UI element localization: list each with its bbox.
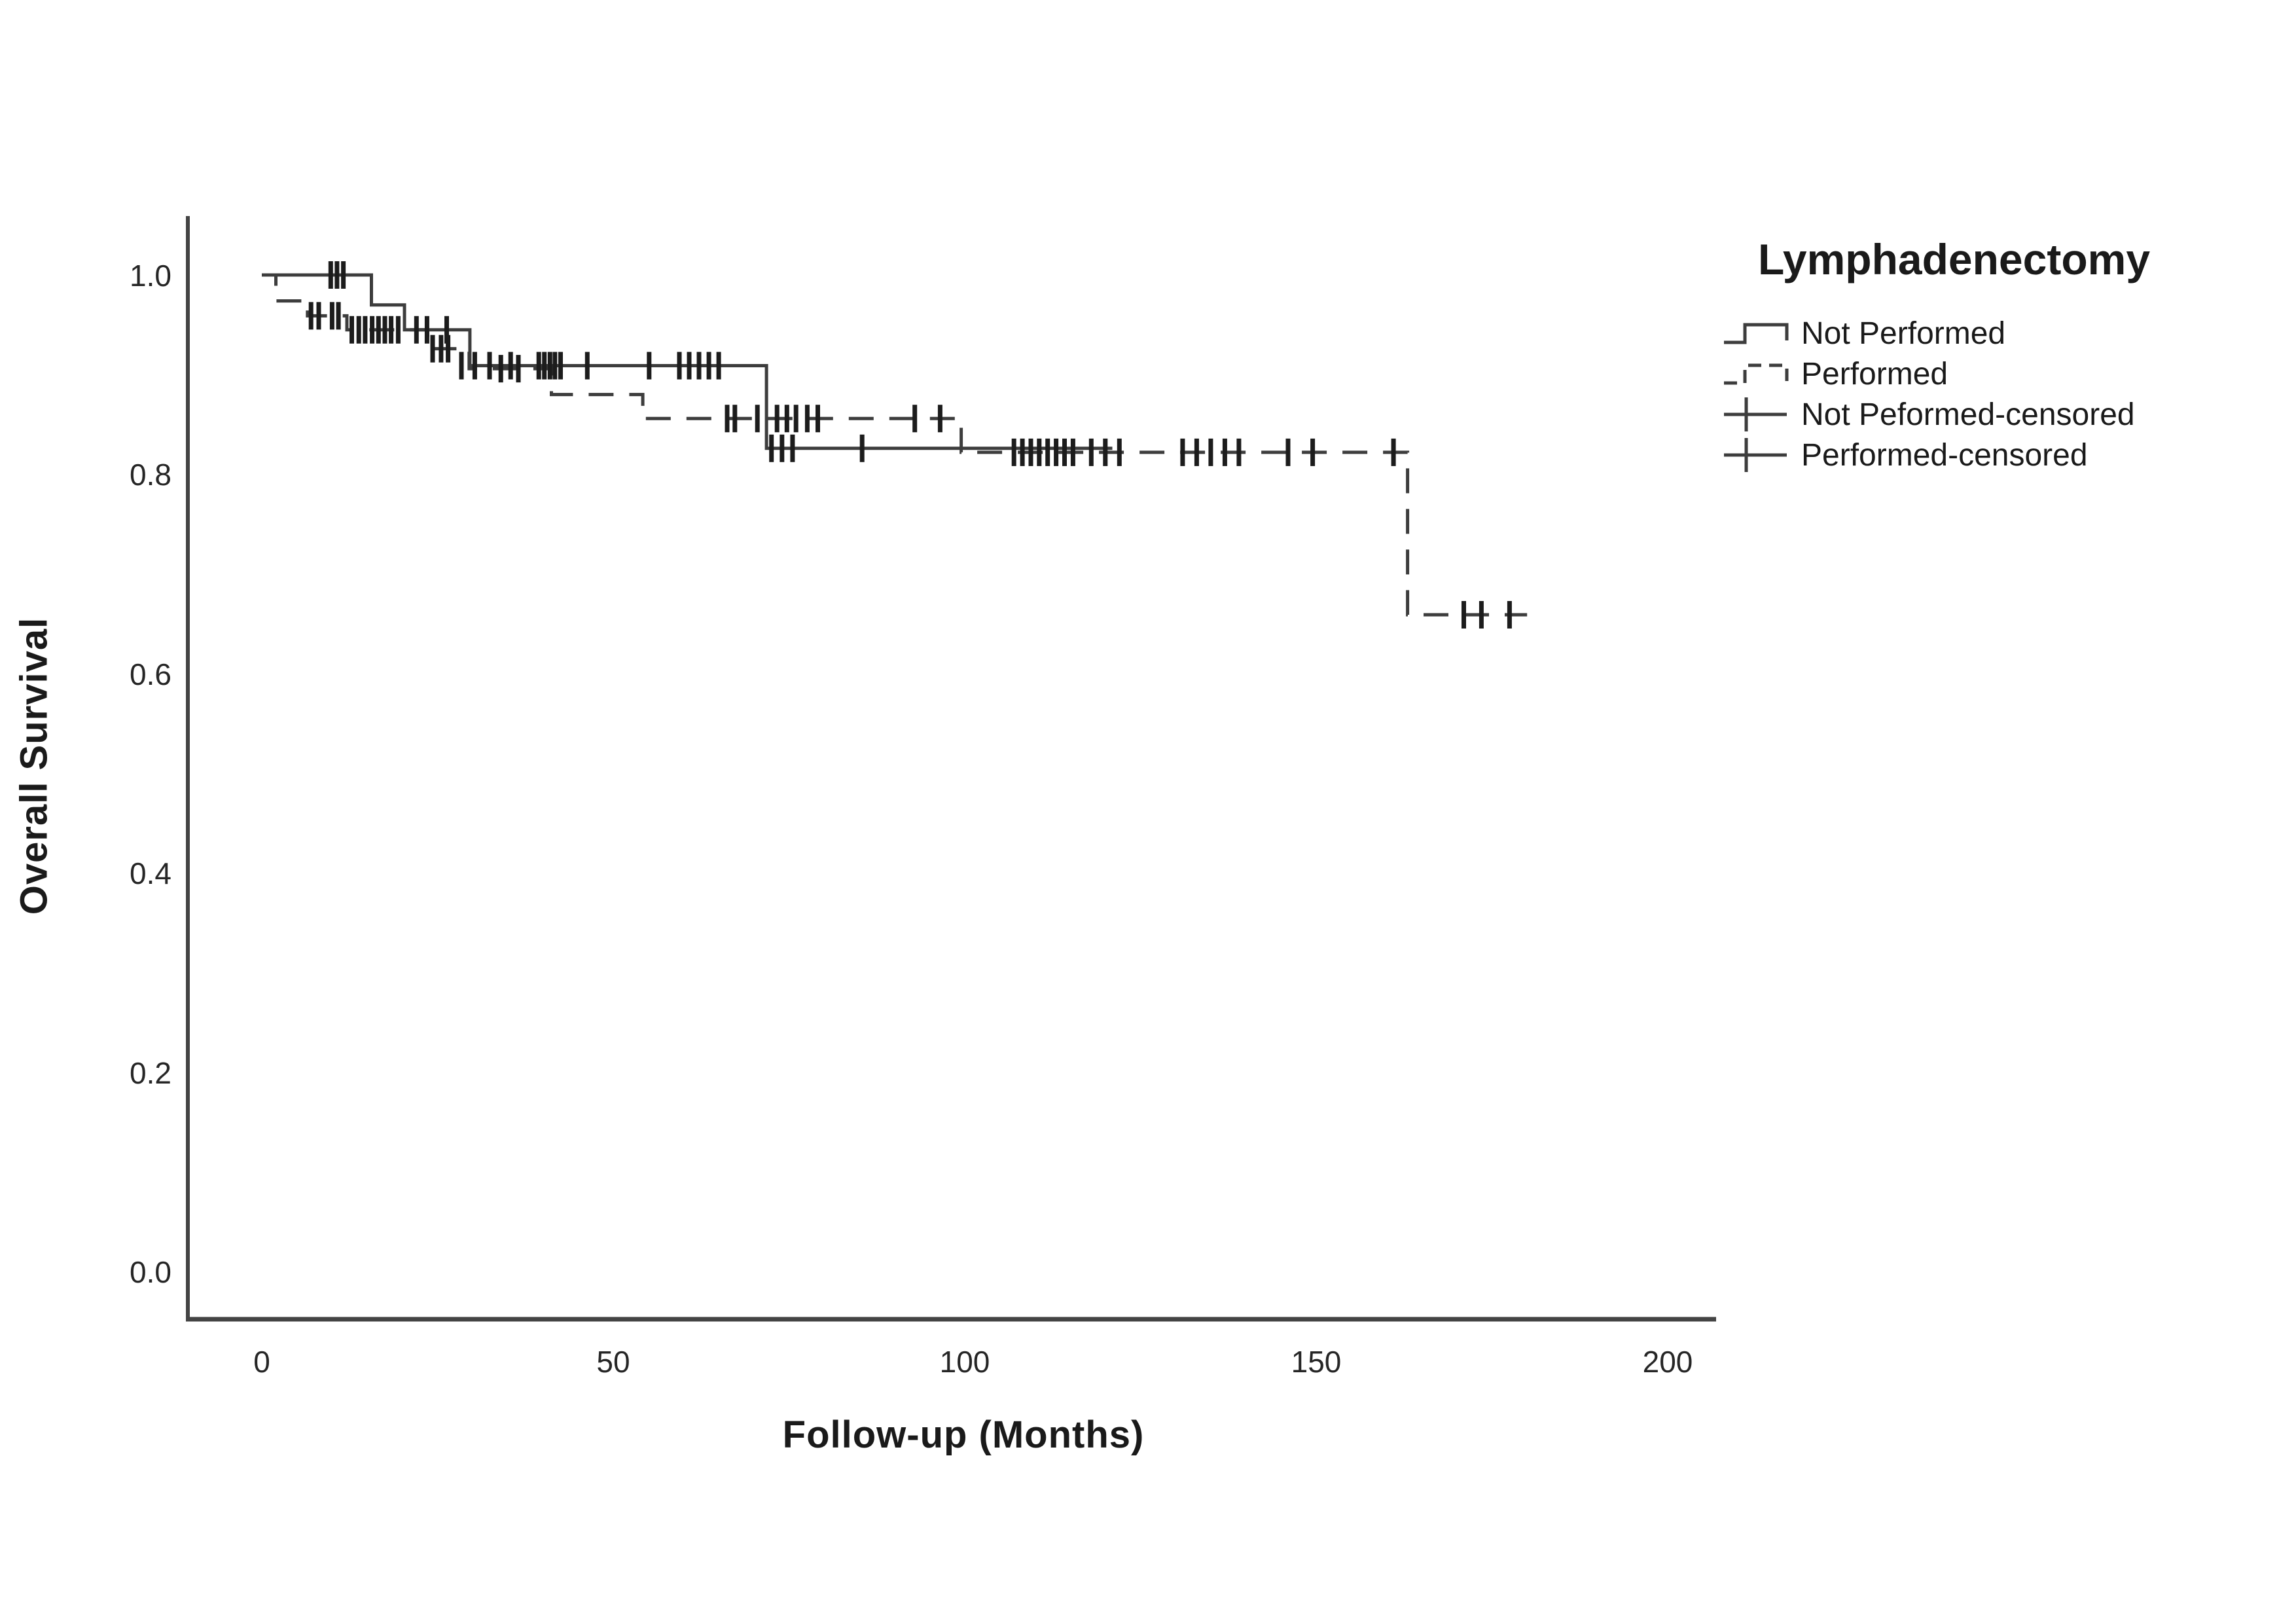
x-tick-label: 150 xyxy=(1291,1345,1342,1379)
step-dashed-icon xyxy=(1724,363,1789,385)
censor-ticks-not-performed xyxy=(328,261,865,462)
y-tick-label: 0.4 xyxy=(130,856,171,891)
legend-item-not-performed-censored: Not Peformed-censored xyxy=(1721,394,2258,435)
legend-label: Performed-censored xyxy=(1801,437,2088,473)
y-tick-label: 0.0 xyxy=(130,1255,171,1289)
legend: Lymphadenectomy Not Performed Performed … xyxy=(1721,234,2258,475)
x-tick-label: 100 xyxy=(939,1345,990,1379)
x-axis-title: Follow-up (Months) xyxy=(782,1413,1145,1456)
y-tick-label: 0.2 xyxy=(130,1055,171,1090)
censored-plus-icon xyxy=(1724,438,1787,472)
step-solid-icon xyxy=(1724,323,1789,344)
y-tick-label: 1.0 xyxy=(130,259,171,293)
legend-item-performed-censored: Performed-censored xyxy=(1721,435,2258,475)
x-tick-label: 200 xyxy=(1642,1345,1693,1379)
censored-plus-icon xyxy=(1724,397,1787,431)
legend-label: Not Performed xyxy=(1801,316,2006,351)
legend-label: Performed xyxy=(1801,356,1948,392)
censor-ticks-performed xyxy=(308,302,1512,629)
y-tick-label: 0.6 xyxy=(130,657,171,691)
y-tick-label: 0.8 xyxy=(130,458,171,492)
y-axis-title: Overall Survival xyxy=(12,617,56,915)
km-curve-performed xyxy=(262,273,1528,617)
x-tick-label: 0 xyxy=(253,1345,270,1379)
legend-title: Lymphadenectomy xyxy=(1758,235,2151,283)
legend-item-performed: Performed xyxy=(1721,354,2258,394)
legend-item-not-performed: Not Performed xyxy=(1721,313,2258,354)
legend-label: Not Peformed-censored xyxy=(1801,397,2135,432)
x-tick-label: 50 xyxy=(596,1345,630,1379)
km-curve-not-performed xyxy=(262,273,1113,450)
